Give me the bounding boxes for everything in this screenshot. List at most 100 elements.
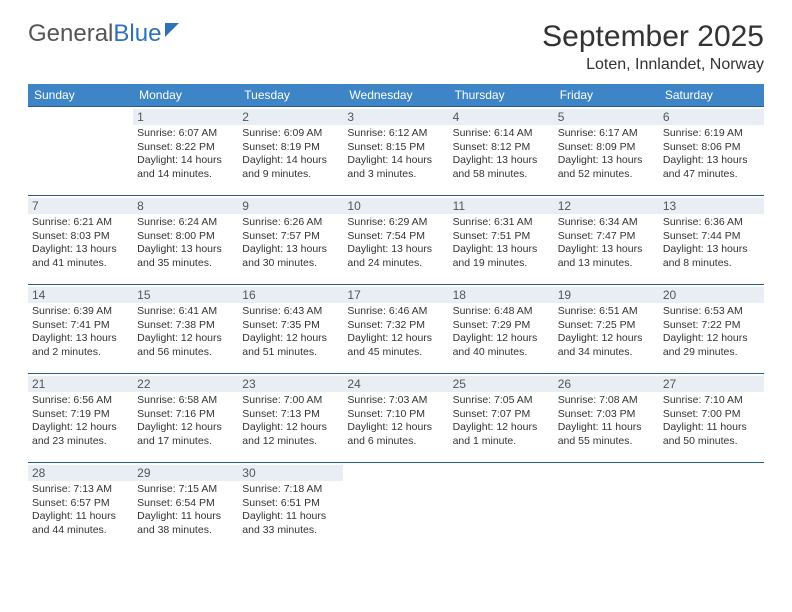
day-info: Sunrise: 6:21 AMSunset: 8:03 PMDaylight:… (32, 216, 129, 271)
day-wrap: 23Sunrise: 7:00 AMSunset: 7:13 PMDayligh… (238, 374, 343, 453)
day-number: 19 (554, 287, 659, 303)
day-wrap: 24Sunrise: 7:03 AMSunset: 7:10 PMDayligh… (343, 374, 448, 453)
day-cell: 21Sunrise: 6:56 AMSunset: 7:19 PMDayligh… (28, 374, 133, 463)
day-wrap: 17Sunrise: 6:46 AMSunset: 7:32 PMDayligh… (343, 285, 448, 364)
day-wrap: 29Sunrise: 7:15 AMSunset: 6:54 PMDayligh… (133, 463, 238, 542)
sunset-text: Sunset: 7:16 PM (137, 408, 234, 422)
daylight-text: Daylight: 12 hours and 56 minutes. (137, 332, 234, 359)
sunset-text: Sunset: 7:00 PM (663, 408, 760, 422)
sunset-text: Sunset: 7:25 PM (558, 319, 655, 333)
day-cell: 19 Sunrise: 6:51 AMSunset: 7:25 PMDayligh… (554, 285, 659, 374)
sunset-text: Sunset: 7:32 PM (347, 319, 444, 333)
day-wrap: 4 Sunrise: 6:14 AMSunset: 8:12 PMDaylight… (449, 107, 554, 186)
day-wrap: 2Sunrise: 6:09 AMSunset: 8:19 PMDaylight… (238, 107, 343, 186)
day-info: Sunrise: 7:05 AMSunset: 7:07 PMDaylight:… (453, 394, 550, 449)
day-wrap: 22Sunrise: 6:58 AMSunset: 7:16 PMDayligh… (133, 374, 238, 453)
day-info: Sunrise: 6:07 AMSunset: 8:22 PMDaylight:… (137, 127, 234, 182)
sunrise-text: Sunrise: 6:07 AM (137, 127, 234, 141)
day-cell: 7Sunrise: 6:21 AMSunset: 8:03 PMDaylight… (28, 196, 133, 285)
day-info: Sunrise: 6:12 AMSunset: 8:15 PMDaylight:… (347, 127, 444, 182)
sunset-text: Sunset: 8:19 PM (242, 141, 339, 155)
sunset-text: Sunset: 7:22 PM (663, 319, 760, 333)
day-cell: 28Sunrise: 7:13 AMSunset: 6:57 PMDayligh… (28, 463, 133, 552)
day-cell (343, 463, 448, 552)
daylight-text: Daylight: 13 hours and 2 minutes. (32, 332, 129, 359)
day-cell: 9Sunrise: 6:26 AMSunset: 7:57 PMDaylight… (238, 196, 343, 285)
location-text: Loten, Innlandet, Norway (542, 56, 764, 74)
daylight-text: Daylight: 13 hours and 8 minutes. (663, 243, 760, 270)
sunset-text: Sunset: 8:06 PM (663, 141, 760, 155)
day-cell: 25Sunrise: 7:05 AMSunset: 7:07 PMDayligh… (449, 374, 554, 463)
day-info: Sunrise: 6:43 AMSunset: 7:35 PMDaylight:… (242, 305, 339, 360)
daylight-text: Daylight: 13 hours and 35 minutes. (137, 243, 234, 270)
sunrise-text: Sunrise: 6:53 AM (663, 305, 760, 319)
sunrise-text: Sunrise: 6:19 AM (663, 127, 760, 141)
logo-sail-icon (165, 23, 179, 37)
day-info: Sunrise: 6:17 AMSunset: 8:09 PMDaylight:… (558, 127, 655, 182)
day-info: Sunrise: 6:41 AMSunset: 7:38 PMDaylight:… (137, 305, 234, 360)
daylight-text: Daylight: 14 hours and 3 minutes. (347, 154, 444, 181)
sunrise-text: Sunrise: 6:51 AM (558, 305, 655, 319)
sunset-text: Sunset: 7:41 PM (32, 319, 129, 333)
daylight-text: Daylight: 11 hours and 38 minutes. (137, 510, 234, 537)
daylight-text: Daylight: 12 hours and 6 minutes. (347, 421, 444, 448)
day-info: Sunrise: 7:10 AMSunset: 7:00 PMDaylight:… (663, 394, 760, 449)
day-cell: 24Sunrise: 7:03 AMSunset: 7:10 PMDayligh… (343, 374, 448, 463)
header: GeneralBlue September 2025 Loten, Innlan… (28, 20, 764, 74)
day-info: Sunrise: 6:34 AMSunset: 7:47 PMDaylight:… (558, 216, 655, 271)
day-wrap: 5Sunrise: 6:17 AMSunset: 8:09 PMDaylight… (554, 107, 659, 186)
day-wrap: 13Sunrise: 6:36 AMSunset: 7:44 PMDayligh… (659, 196, 764, 275)
day-wrap: 30Sunrise: 7:18 AMSunset: 6:51 PMDayligh… (238, 463, 343, 542)
day-number: 21 (28, 376, 133, 392)
daylight-text: Daylight: 12 hours and 29 minutes. (663, 332, 760, 359)
daylight-text: Daylight: 13 hours and 58 minutes. (453, 154, 550, 181)
day-cell (449, 463, 554, 552)
day-cell: 29Sunrise: 7:15 AMSunset: 6:54 PMDayligh… (133, 463, 238, 552)
day-wrap: 25Sunrise: 7:05 AMSunset: 7:07 PMDayligh… (449, 374, 554, 453)
column-header: Wednesday (343, 84, 448, 107)
day-info: Sunrise: 6:19 AMSunset: 8:06 PMDaylight:… (663, 127, 760, 182)
day-number: 27 (659, 376, 764, 392)
day-number: 4 (449, 109, 554, 125)
daylight-text: Daylight: 11 hours and 55 minutes. (558, 421, 655, 448)
sunset-text: Sunset: 8:22 PM (137, 141, 234, 155)
day-number: 13 (659, 198, 764, 214)
daylight-text: Daylight: 12 hours and 1 minute. (453, 421, 550, 448)
sunset-text: Sunset: 7:38 PM (137, 319, 234, 333)
sunrise-text: Sunrise: 6:09 AM (242, 127, 339, 141)
daylight-text: Daylight: 13 hours and 52 minutes. (558, 154, 655, 181)
sunset-text: Sunset: 7:19 PM (32, 408, 129, 422)
calendar-table: SundayMondayTuesdayWednesdayThursdayFrid… (28, 84, 764, 551)
sunrise-text: Sunrise: 7:10 AM (663, 394, 760, 408)
day-wrap: 10Sunrise: 6:29 AMSunset: 7:54 PMDayligh… (343, 196, 448, 275)
daylight-text: Daylight: 13 hours and 47 minutes. (663, 154, 760, 181)
day-info: Sunrise: 6:14 AMSunset: 8:12 PMDaylight:… (453, 127, 550, 182)
sunset-text: Sunset: 8:00 PM (137, 230, 234, 244)
day-wrap: 20Sunrise: 6:53 AMSunset: 7:22 PMDayligh… (659, 285, 764, 364)
sunrise-text: Sunrise: 6:14 AM (453, 127, 550, 141)
day-number: 24 (343, 376, 448, 392)
day-info: Sunrise: 6:46 AMSunset: 7:32 PMDaylight:… (347, 305, 444, 360)
day-cell: 13Sunrise: 6:36 AMSunset: 7:44 PMDayligh… (659, 196, 764, 285)
sunrise-text: Sunrise: 6:29 AM (347, 216, 444, 230)
daylight-text: Daylight: 13 hours and 24 minutes. (347, 243, 444, 270)
sunset-text: Sunset: 6:54 PM (137, 497, 234, 511)
sunrise-text: Sunrise: 7:13 AM (32, 483, 129, 497)
day-wrap: 18Sunrise: 6:48 AMSunset: 7:29 PMDayligh… (449, 285, 554, 364)
table-row: 1Sunrise: 6:07 AMSunset: 8:22 PMDaylight… (28, 107, 764, 196)
day-cell: 11Sunrise: 6:31 AMSunset: 7:51 PMDayligh… (449, 196, 554, 285)
day-number: 16 (238, 287, 343, 303)
sunrise-text: Sunrise: 7:18 AM (242, 483, 339, 497)
month-title: September 2025 (542, 20, 764, 54)
day-cell: 10Sunrise: 6:29 AMSunset: 7:54 PMDayligh… (343, 196, 448, 285)
daylight-text: Daylight: 12 hours and 17 minutes. (137, 421, 234, 448)
day-wrap: 21Sunrise: 6:56 AMSunset: 7:19 PMDayligh… (28, 374, 133, 453)
day-number: 14 (28, 287, 133, 303)
title-block: September 2025 Loten, Innlandet, Norway (542, 20, 764, 74)
day-number: 8 (133, 198, 238, 214)
sunrise-text: Sunrise: 6:31 AM (453, 216, 550, 230)
day-info: Sunrise: 7:13 AMSunset: 6:57 PMDaylight:… (32, 483, 129, 538)
day-wrap: 1Sunrise: 6:07 AMSunset: 8:22 PMDaylight… (133, 107, 238, 186)
day-info: Sunrise: 6:51 AMSunset: 7:25 PMDaylight:… (558, 305, 655, 360)
day-number: 10 (343, 198, 448, 214)
